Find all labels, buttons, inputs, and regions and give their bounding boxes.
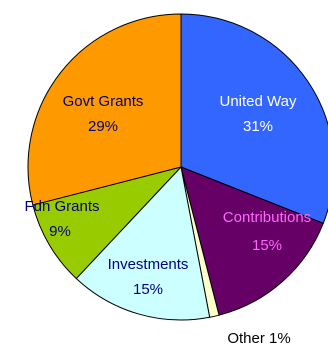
slice-value-contributions: 15% bbox=[252, 237, 282, 254]
pie-slice-united-way bbox=[180, 13, 328, 224]
slice-label-contributions: Contributions bbox=[223, 209, 311, 226]
slice-value-united-way: 31% bbox=[243, 118, 273, 135]
pie-slice-govt-grants bbox=[27, 13, 182, 206]
pie-slice-fdn-grants bbox=[32, 166, 183, 280]
slice-value-fdn-grants: 9% bbox=[49, 223, 71, 240]
pie-slice-investments bbox=[75, 165, 211, 321]
pie-slice-contributions bbox=[180, 166, 324, 316]
slice-label-other: Other 1% bbox=[227, 330, 290, 347]
slice-label-united-way: United Way bbox=[220, 93, 297, 110]
slice-label-govt-grants: Govt Grants bbox=[63, 93, 144, 110]
slice-label-fdn-grants: Fdn Grants bbox=[24, 198, 99, 215]
slice-value-investments: 15% bbox=[133, 281, 163, 298]
slice-value-govt-grants: 29% bbox=[88, 118, 118, 135]
slice-label-investments: Investments bbox=[108, 256, 189, 273]
